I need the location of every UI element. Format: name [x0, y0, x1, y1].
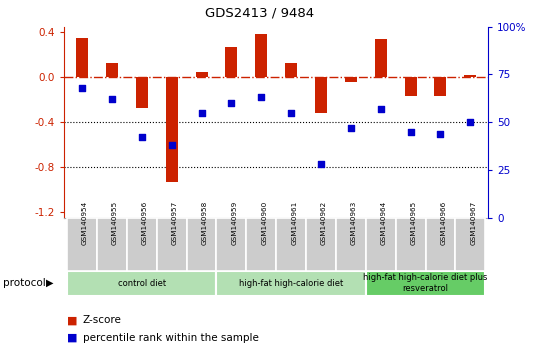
Text: GSM140955: GSM140955 [112, 201, 118, 245]
Bar [276, 218, 306, 271]
Point [287, 110, 296, 115]
Bar [256, 34, 267, 77]
Text: GSM140962: GSM140962 [321, 201, 327, 245]
Bar [375, 39, 387, 77]
Bar [366, 271, 485, 296]
Bar [106, 63, 118, 77]
Bar [285, 63, 297, 77]
Point [347, 125, 355, 131]
Point [406, 129, 415, 135]
Text: GSM140960: GSM140960 [261, 201, 267, 245]
Bar [157, 218, 186, 271]
Point [376, 106, 385, 112]
Bar [136, 77, 148, 108]
Text: GSM140954: GSM140954 [82, 201, 88, 245]
Bar [225, 47, 237, 77]
Bar [67, 218, 97, 271]
Point [316, 161, 325, 167]
Bar [186, 218, 217, 271]
Text: Z-score: Z-score [83, 315, 122, 325]
Bar [435, 77, 446, 96]
Bar [345, 77, 357, 82]
Bar [97, 218, 127, 271]
Bar [217, 218, 246, 271]
Text: GSM140964: GSM140964 [381, 201, 387, 245]
Point [436, 131, 445, 136]
Bar [76, 38, 88, 77]
Text: ■: ■ [67, 333, 78, 343]
Text: GSM140956: GSM140956 [142, 201, 148, 245]
Text: ■: ■ [67, 315, 78, 325]
Text: control diet: control diet [118, 279, 166, 288]
Text: high-fat high-calorie diet plus
resveratrol: high-fat high-calorie diet plus resverat… [363, 274, 488, 293]
Point [78, 85, 86, 91]
Bar [246, 218, 276, 271]
Bar [405, 77, 417, 96]
Bar [336, 218, 366, 271]
Text: GSM140958: GSM140958 [201, 201, 208, 245]
Text: ▶: ▶ [46, 278, 54, 288]
Bar [67, 271, 217, 296]
Text: GSM140966: GSM140966 [440, 201, 446, 245]
Bar [455, 218, 485, 271]
Bar [315, 77, 327, 113]
Bar [366, 218, 396, 271]
Bar [426, 218, 455, 271]
Point [197, 110, 206, 115]
Text: GSM140963: GSM140963 [351, 201, 357, 245]
Point [257, 95, 266, 100]
Point [466, 119, 475, 125]
Point [167, 142, 176, 148]
Bar [464, 75, 477, 77]
Point [227, 100, 236, 106]
Text: percentile rank within the sample: percentile rank within the sample [83, 333, 258, 343]
Text: GSM140965: GSM140965 [411, 201, 417, 245]
Bar [217, 271, 366, 296]
Text: protocol: protocol [3, 278, 46, 288]
Text: GDS2413 / 9484: GDS2413 / 9484 [205, 6, 314, 19]
Text: GSM140967: GSM140967 [470, 201, 477, 245]
Bar [166, 77, 177, 182]
Text: GSM140957: GSM140957 [172, 201, 177, 245]
Text: GSM140961: GSM140961 [291, 201, 297, 245]
Point [137, 135, 146, 140]
Bar [306, 218, 336, 271]
Bar [127, 218, 157, 271]
Bar [195, 72, 208, 77]
Point [108, 96, 117, 102]
Bar [396, 218, 426, 271]
Text: GSM140959: GSM140959 [232, 201, 237, 245]
Text: high-fat high-calorie diet: high-fat high-calorie diet [239, 279, 343, 288]
